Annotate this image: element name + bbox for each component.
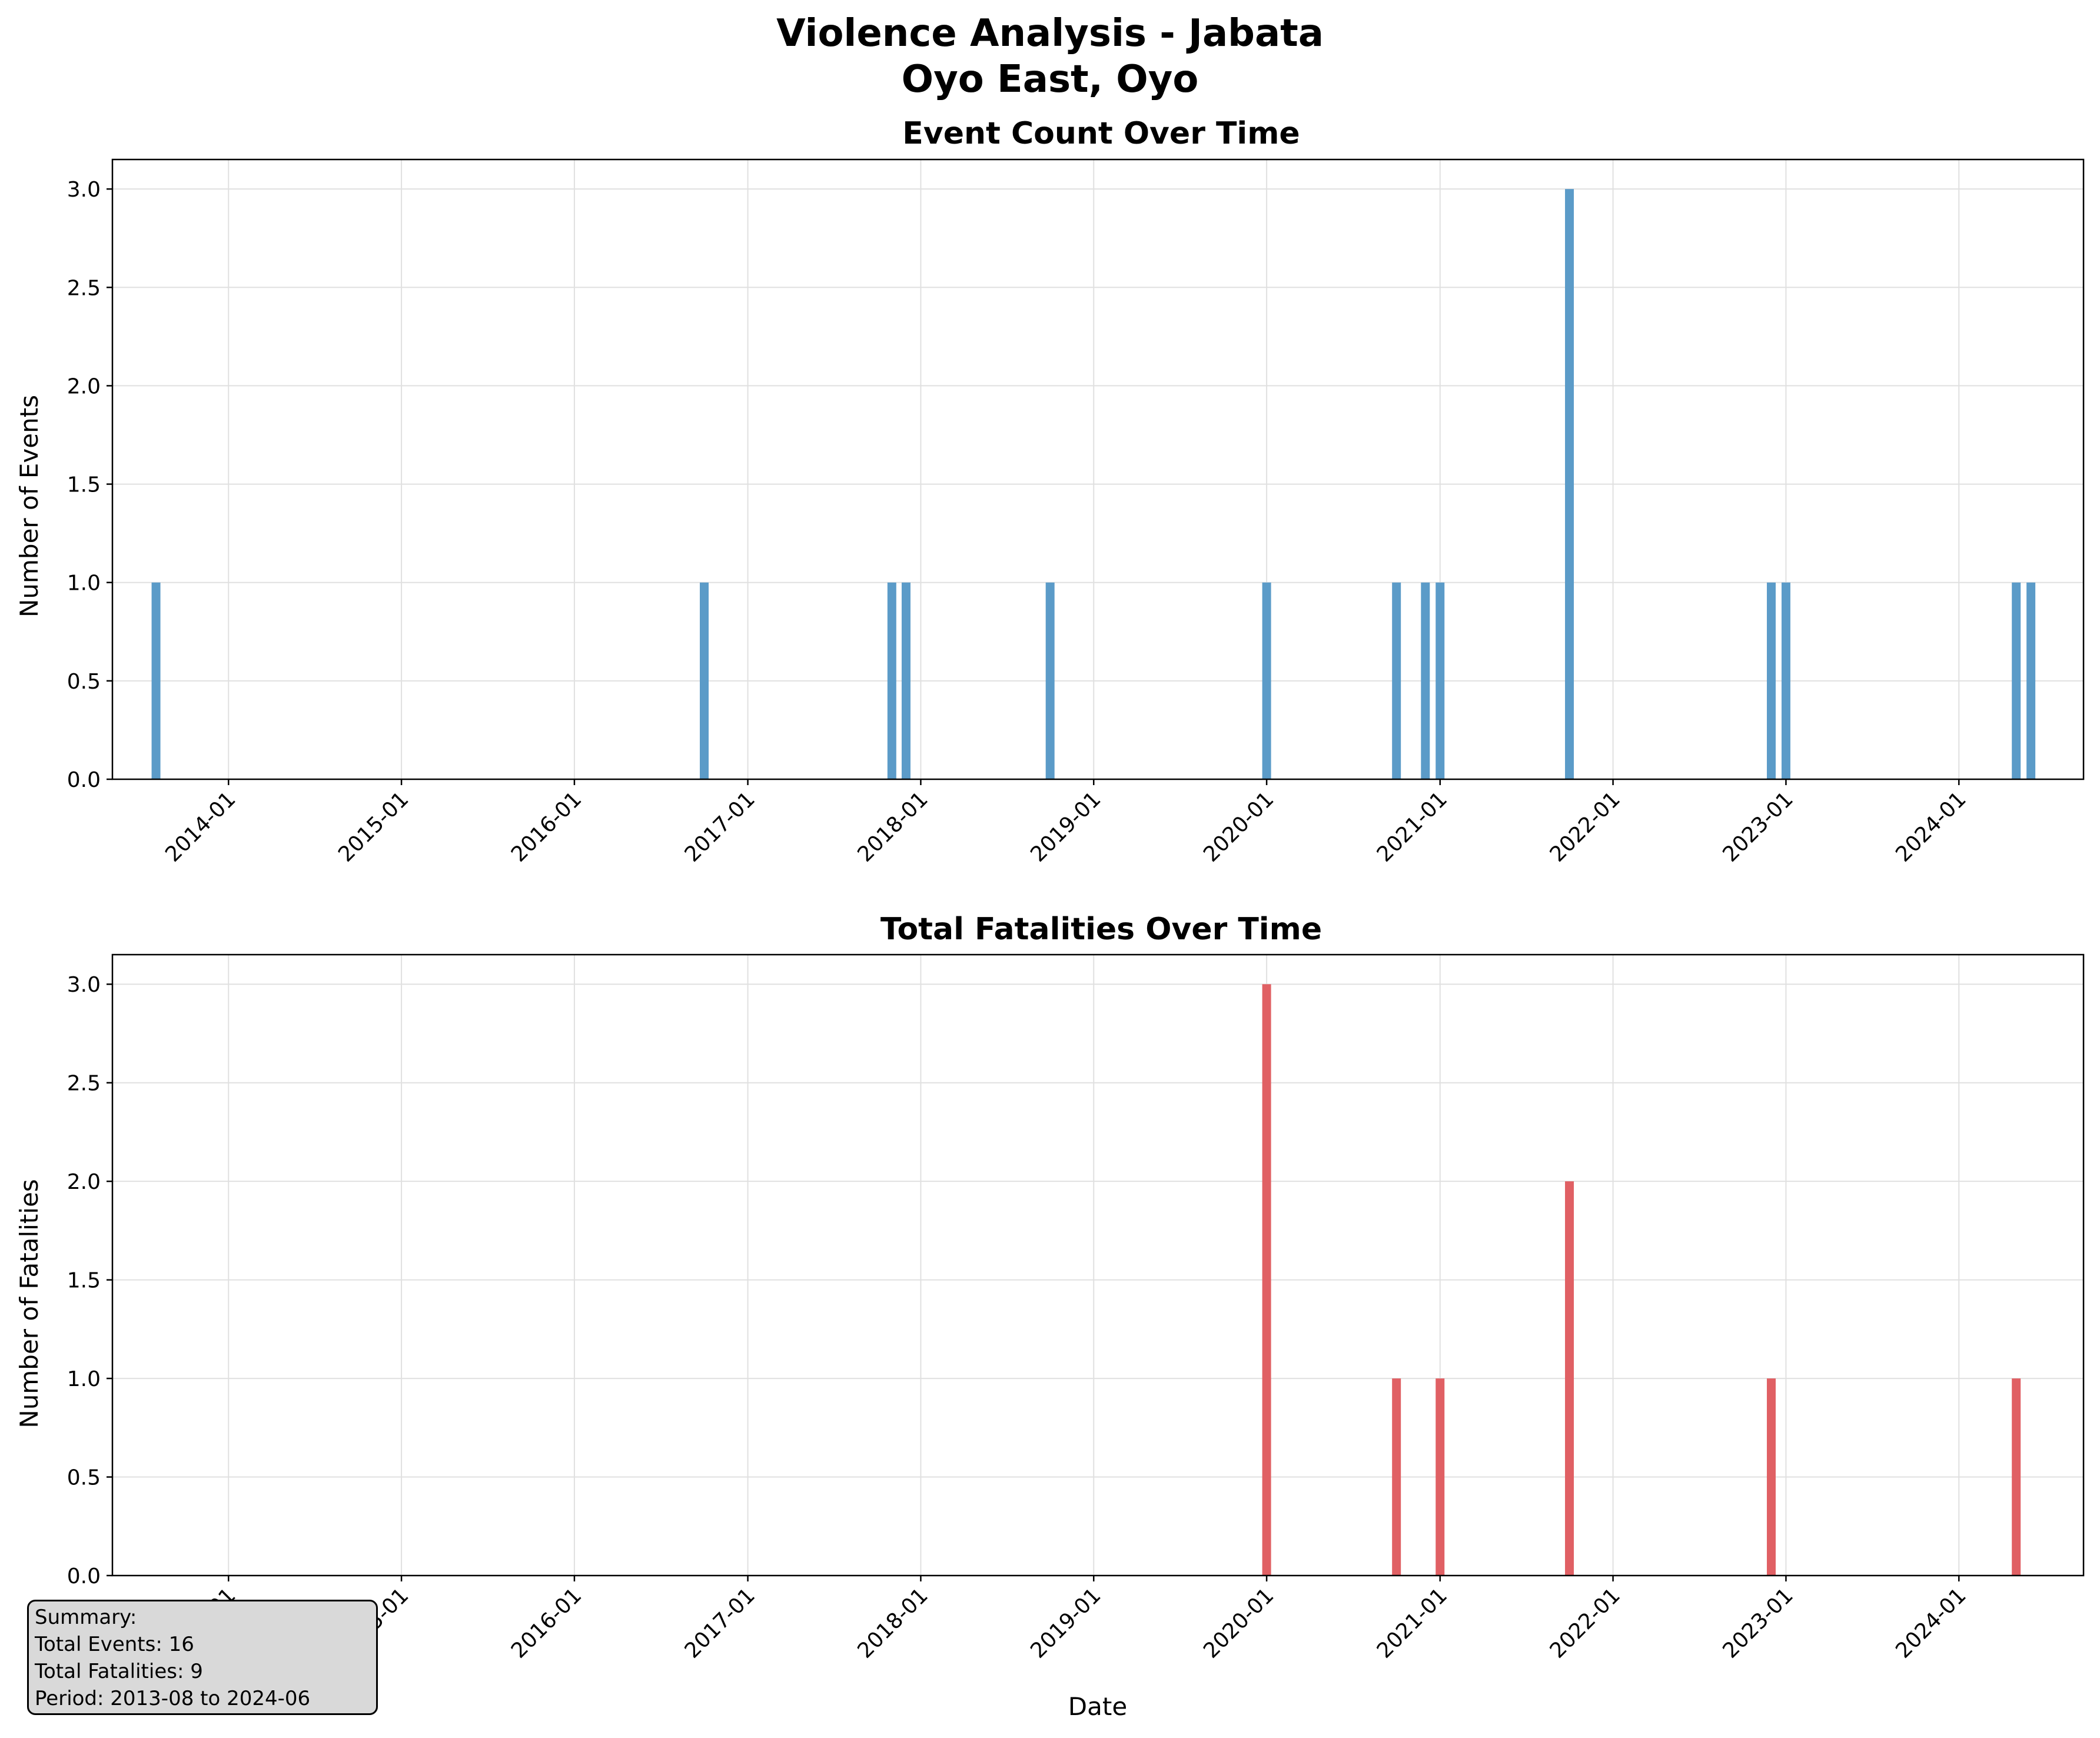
event-count-bars — [151, 189, 2036, 780]
figure-title-line2: Oyo East, Oyo — [902, 58, 1199, 101]
fatalities-bar — [1565, 1181, 1574, 1576]
figure-title-line1: Violence Analysis - Jabata — [776, 12, 1324, 55]
event-count-chart-title: Event Count Over Time — [902, 116, 1300, 151]
event-count-ytick-label: 1.5 — [67, 473, 101, 497]
fatalities-bar — [1766, 1378, 1776, 1576]
event-count-bar — [901, 582, 911, 779]
fatalities-ytick-label: 2.5 — [67, 1072, 101, 1096]
event-count-bar — [887, 582, 896, 779]
event-count-xtick-label: 2017-01 — [680, 787, 760, 866]
fatalities-xtick-label: 2019-01 — [1026, 1583, 1105, 1663]
fatalities-bar — [1436, 1378, 1445, 1576]
event-count-bar — [1781, 582, 1790, 779]
event-count-ticks: 0.0 0.5 1.0 1.5 2.0 2.5 3.0 2014-01 2015-01 2016-… — [67, 178, 1971, 867]
fatalities-xtick-label: 2016-01 — [507, 1583, 586, 1663]
event-count-bar — [151, 582, 161, 779]
fatalities-ytick-label: 1.0 — [67, 1367, 101, 1391]
fatalities-bars — [1262, 984, 2021, 1576]
fatalities-ytick-label: 0.5 — [67, 1466, 101, 1490]
event-count-xtick-label: 2023-01 — [1718, 787, 1797, 866]
fatalities-bar — [1262, 984, 1271, 1576]
event-count-xtick-label: 2020-01 — [1199, 787, 1278, 866]
event-count-xtick-label: 2019-01 — [1026, 787, 1105, 866]
event-count-xtick-label: 2016-01 — [507, 787, 586, 866]
fatalities-ytick-label: 2.0 — [67, 1170, 101, 1194]
fatalities-chart-title: Total Fatalities Over Time — [880, 912, 1322, 947]
event-count-bar — [1766, 582, 1776, 779]
summary-total-fatalities: Total Fatalities: 9 — [35, 1660, 203, 1683]
event-count-bar — [2012, 582, 2021, 779]
event-count-ytick-label: 0.0 — [67, 768, 101, 792]
event-count-bar — [1421, 582, 1430, 779]
event-count-ytick-label: 2.5 — [67, 276, 101, 300]
event-count-bar — [700, 582, 709, 779]
fatalities-xtick-label: 2022-01 — [1546, 1583, 1625, 1663]
event-count-bar — [1262, 582, 1271, 779]
fatalities-x-axis-label: Date — [1068, 1692, 1127, 1721]
event-count-bar — [1045, 582, 1055, 779]
event-count-plot-frame — [111, 158, 2085, 780]
event-count-y-axis-label: Number of Events — [15, 395, 44, 617]
event-count-ytick-label: 2.0 — [67, 374, 101, 398]
event-count-xtick-label: 2024-01 — [1891, 787, 1971, 866]
event-count-ytick-label: 3.0 — [67, 178, 101, 202]
event-count-bar — [2026, 582, 2036, 779]
summary-period: Period: 2013-08 to 2024-06 — [35, 1687, 311, 1710]
fatalities-xtick-label: 2024-01 — [1891, 1583, 1971, 1663]
fatalities-grid — [112, 955, 2084, 1576]
fatalities-xtick-label: 2023-01 — [1718, 1583, 1797, 1663]
event-count-xtick-label: 2015-01 — [334, 787, 413, 866]
event-count-xtick-label: 2021-01 — [1373, 787, 1452, 866]
fatalities-ytick-label: 0.0 — [67, 1564, 101, 1589]
fatalities-y-axis-label: Number of Fatalities — [15, 1179, 44, 1428]
event-count-ytick-label: 1.0 — [67, 571, 101, 596]
fatalities-bar — [2012, 1378, 2021, 1576]
summary-total-events: Total Events: 16 — [35, 1633, 194, 1656]
fatalities-ytick-label: 3.0 — [67, 973, 101, 997]
event-count-xtick-label: 2014-01 — [161, 787, 240, 866]
event-count-chart: Event Count Over Time Number of Events 0… — [15, 116, 2085, 867]
summary-box: Summary: Total Events: 16 Total Fataliti… — [27, 1600, 378, 1715]
fatalities-xtick-label: 2021-01 — [1373, 1583, 1452, 1663]
fatalities-xtick-label: 2017-01 — [680, 1583, 760, 1663]
fatalities-ticks: 0.00.51.01.52.02.53.02014-012015-012016-… — [67, 973, 1971, 1663]
fatalities-xtick-label: 2020-01 — [1199, 1583, 1278, 1663]
event-count-ytick-label: 0.5 — [67, 670, 101, 694]
event-count-bar — [1392, 582, 1401, 779]
event-count-bar — [1436, 582, 1445, 779]
fatalities-ytick-label: 1.5 — [67, 1269, 101, 1293]
event-count-xtick-label: 2018-01 — [853, 787, 932, 866]
fatalities-bar — [1392, 1378, 1401, 1576]
summary-heading: Summary: — [35, 1606, 137, 1629]
event-count-xtick-label: 2022-01 — [1546, 787, 1625, 866]
event-count-bar — [1565, 189, 1574, 780]
fatalities-xtick-label: 2018-01 — [853, 1583, 932, 1663]
fatalities-plot-frame — [111, 953, 2085, 1577]
